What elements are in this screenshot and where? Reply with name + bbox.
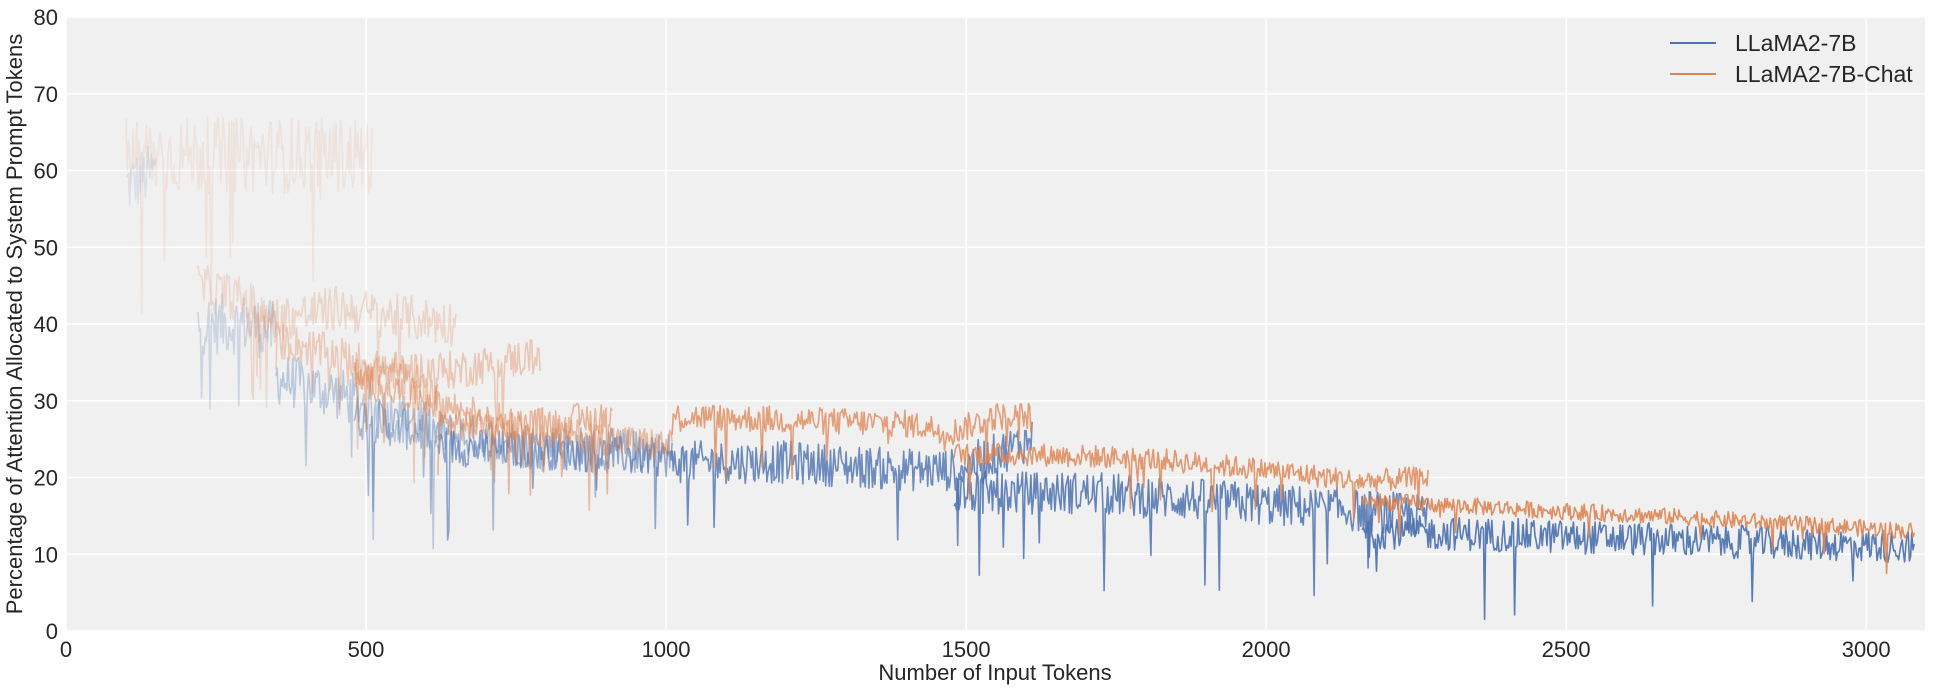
y-tick-label: 70: [34, 82, 58, 107]
series-line-llama2-7b-chat-segment-5: [353, 362, 673, 511]
series-line-llama2-7b-chat-segment-8: [953, 442, 1429, 522]
x-tick-label: 500: [348, 637, 385, 662]
series-line-llama2-7b-segment-4: [437, 429, 673, 541]
series-line-llama2-7b-chat-segment-4: [353, 339, 541, 459]
y-tick-label: 10: [34, 542, 58, 567]
y-tick-labels: 0 10 20 30 40 50 60 70 80: [34, 5, 58, 644]
y-tick-label: 20: [34, 466, 58, 491]
series-line-llama2-7b-segment-5: [671, 421, 1033, 547]
gridlines: [65, 16, 1925, 632]
legend-label-llama2-7b: LLaMA2-7B: [1735, 30, 1856, 56]
x-tick-label: 2000: [1242, 637, 1291, 662]
series-line-llama2-7b-chat-segment-6: [437, 402, 613, 496]
series-line-llama2-7b-chat-segment-1: [197, 264, 277, 409]
x-axis-label: Number of Input Tokens: [878, 660, 1111, 685]
series-line-llama2-7b-chat-segment-7: [671, 402, 1033, 481]
series-line-llama2-7b-chat-segment-0: [125, 116, 373, 323]
legend-label-llama2-7b-chat: LLaMA2-7B-Chat: [1735, 61, 1913, 87]
series-line-llama2-7b-chat-segment-9: [1361, 493, 1915, 575]
series-line-llama2-7b-segment-7: [1361, 514, 1915, 621]
x-tick-label: 2500: [1542, 637, 1591, 662]
x-tick-labels: 0 500 1000 1500 2000 2500 3000: [60, 637, 1891, 662]
x-tick-label: 0: [60, 637, 72, 662]
series-lines: [125, 116, 1915, 621]
series-line-llama2-7b-segment-0: [125, 145, 157, 205]
series-line-llama2-7b-segment-6: [953, 470, 1429, 597]
y-tick-label: 0: [46, 619, 58, 644]
y-tick-label: 40: [34, 312, 58, 337]
series-line-llama2-7b-segment-2: [275, 356, 439, 550]
y-tick-label: 30: [34, 389, 58, 414]
y-tick-label: 60: [34, 159, 58, 184]
y-tick-label: 50: [34, 235, 58, 260]
x-tick-label: 3000: [1842, 637, 1891, 662]
x-tick-label: 1500: [942, 637, 991, 662]
legend: LLaMA2-7B LLaMA2-7B-Chat: [1670, 30, 1913, 87]
y-axis-label: Percentage of Attention Allocated to Sys…: [2, 34, 27, 615]
y-tick-label: 80: [34, 5, 58, 30]
series-line-llama2-7b-chat-segment-2: [245, 285, 457, 400]
series-line-llama2-7b-segment-1: [197, 292, 277, 410]
x-tick-label: 1000: [642, 637, 691, 662]
